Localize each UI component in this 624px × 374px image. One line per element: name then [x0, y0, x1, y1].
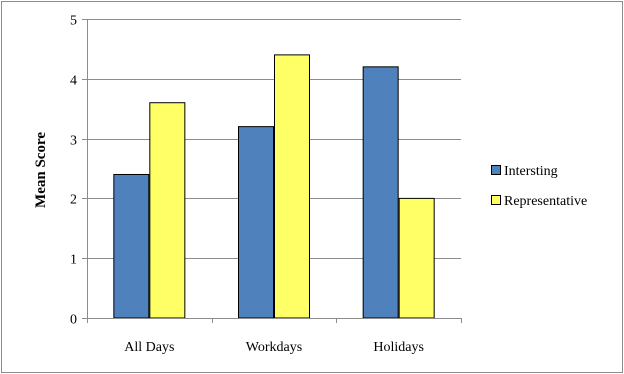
y-axis-title: Mean Score — [33, 132, 49, 208]
y-tick-label: 1 — [70, 253, 77, 268]
bar-intersting-workdays — [238, 126, 274, 319]
legend-swatch-intersting — [491, 165, 501, 175]
legend: Intersting Representative — [491, 164, 587, 209]
x-tick-label: All Days — [124, 340, 174, 355]
bar-representative-holidays — [398, 197, 435, 319]
legend-label-intersting: Intersting — [504, 164, 558, 179]
bar-representative-workdays — [274, 54, 310, 319]
x-tick-label: Holidays — [373, 340, 424, 355]
axes — [87, 19, 462, 323]
y-tick-label: 3 — [70, 134, 77, 149]
x-tick-label: Workdays — [246, 340, 302, 355]
bar-intersting-all-days — [113, 173, 150, 319]
y-tick-label: 5 — [70, 14, 77, 29]
x-tick-labels: All Days Workdays Holidays — [124, 340, 424, 355]
y-tick-label: 0 — [70, 313, 77, 328]
legend-label-representative: Representative — [504, 194, 587, 209]
y-tick-labels: 0 1 2 3 4 5 — [70, 14, 77, 328]
y-tick-label: 2 — [70, 193, 77, 208]
y-tick-label: 4 — [70, 74, 77, 89]
bar-representative-all-days — [149, 102, 186, 319]
bar-intersting-holidays — [362, 66, 399, 319]
legend-swatch-representative — [491, 195, 501, 205]
bars — [113, 54, 435, 319]
